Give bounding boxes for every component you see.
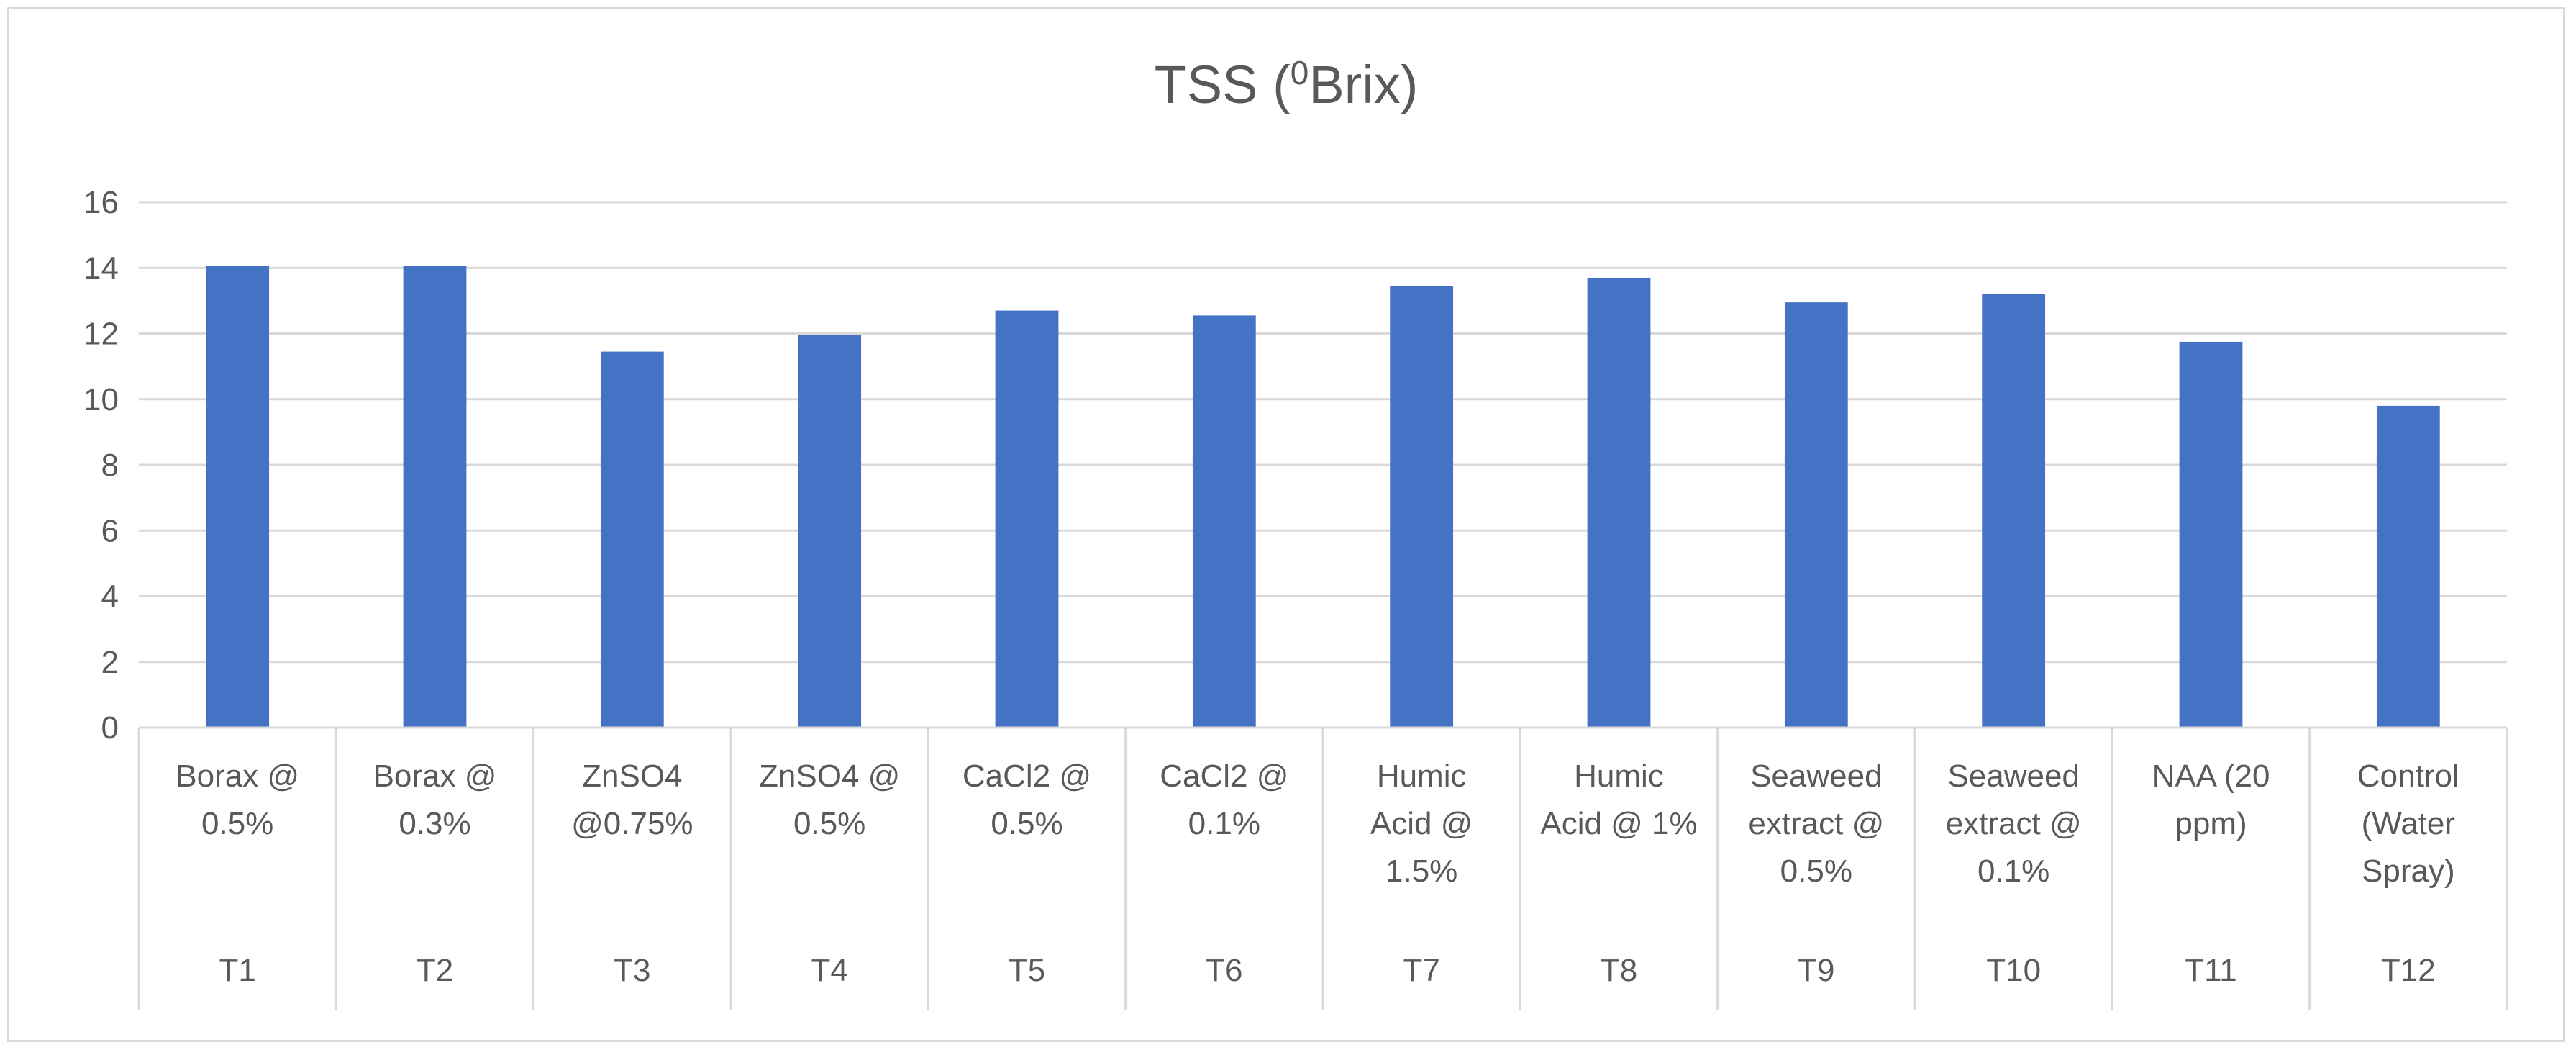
category-label-line: 0.3% [399, 806, 470, 841]
category-code-label: T12 [2381, 953, 2436, 988]
y-tick-label: 16 [83, 185, 119, 220]
y-tick-label: 4 [101, 579, 119, 615]
bar-T1 [206, 266, 270, 728]
category-code-label: T4 [811, 953, 847, 988]
category-label-line: 0.5% [201, 806, 273, 841]
category-label-line: extract @ [1748, 806, 1884, 841]
category-label-line: Acid @ 1% [1540, 806, 1697, 841]
category-label-line: Borax @ [176, 759, 299, 794]
y-tick-label: 10 [83, 382, 119, 417]
category-label-line: ppm) [2175, 806, 2247, 841]
category-label-line: extract @ [1946, 806, 2082, 841]
y-tick-label: 6 [101, 513, 119, 548]
category-label-line: ZnSO4 @ [759, 759, 900, 794]
category-label-line: Humic [1574, 759, 1664, 794]
category-label-line: CaCl2 @ [962, 759, 1091, 794]
bar-T12 [2376, 405, 2440, 728]
y-tick-label: 8 [101, 448, 119, 483]
category-code-label: T6 [1206, 953, 1242, 988]
x-axis-category-labels: Borax @ 0.5% T1 Borax @ 0.3% T2 ZnSO4 @0.75% T3 Z… [176, 759, 2459, 988]
bar-T10 [1982, 294, 2046, 728]
bar-T9 [1784, 302, 1848, 728]
category-label-line: ZnSO4 [582, 759, 682, 794]
category-label-line: 0.5% [991, 806, 1062, 841]
chart-title: TSS (0Brix) [1155, 54, 1419, 114]
category-code-label: T9 [1798, 953, 1834, 988]
category-label-line: (Water [2362, 806, 2455, 841]
category-code-label: T2 [417, 953, 453, 988]
bars [206, 266, 2440, 728]
category-label-line: 0.5% [1780, 853, 1852, 889]
category-code-label: T1 [219, 953, 255, 988]
y-tick-label: 12 [83, 317, 119, 352]
y-axis-tick-labels: 0 2 4 6 8 10 12 14 16 [83, 185, 119, 746]
bar-T5 [995, 310, 1059, 728]
category-code-label: T3 [614, 953, 650, 988]
category-code-label: T7 [1403, 953, 1439, 988]
category-code-label: T5 [1009, 953, 1045, 988]
grid-lines [139, 201, 2507, 664]
chart-frame: TSS (0Brix) 0 2 4 6 8 10 12 14 16 Borax @0.5% T1 B… [7, 7, 2565, 1042]
y-tick-label: 0 [101, 710, 119, 746]
chart-title-suffix: Brix) [1309, 55, 1418, 114]
category-label-line: @0.75% [571, 806, 693, 841]
bar-T8 [1587, 277, 1651, 728]
category-label-line: Seaweed [1947, 759, 2079, 794]
category-code-label: T8 [1601, 953, 1637, 988]
y-tick-label: 14 [83, 250, 119, 286]
category-label-line: NAA (20 [2152, 759, 2270, 794]
category-label-line: Spray) [2362, 853, 2455, 889]
category-label-line: 1.5% [1385, 853, 1457, 889]
category-label-line: 0.5% [793, 806, 865, 841]
category-label-line: CaCl2 @ [1160, 759, 1288, 794]
y-tick-label: 2 [101, 645, 119, 680]
bar-T6 [1192, 315, 1256, 728]
category-label-line: Humic [1377, 759, 1467, 794]
bar-T3 [600, 351, 664, 728]
category-label-line: Control [2357, 759, 2459, 794]
category-label-line: 0.1% [1977, 853, 2049, 889]
category-label-line: 0.1% [1188, 806, 1260, 841]
bar-T11 [2179, 341, 2243, 728]
x-axis [137, 726, 2508, 1010]
category-code-label: T10 [1986, 953, 2041, 988]
category-code-label: T11 [2185, 953, 2237, 988]
bar-T4 [798, 335, 862, 728]
category-label-line: Seaweed [1750, 759, 1882, 794]
chart-title-superscript: 0 [1291, 54, 1309, 91]
category-label-line: Borax @ [373, 759, 497, 794]
chart-title-main: TSS ( [1155, 55, 1291, 114]
bar-T7 [1390, 286, 1454, 728]
category-label-line: Acid @ [1370, 806, 1473, 841]
bar-T2 [403, 266, 467, 728]
